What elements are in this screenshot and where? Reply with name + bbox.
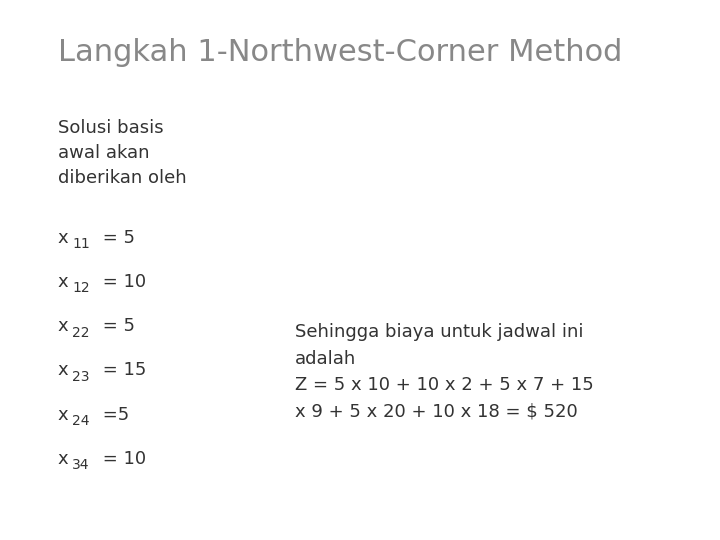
Text: 24: 24 bbox=[72, 414, 89, 428]
Text: x: x bbox=[58, 406, 68, 424]
Text: Langkah 1-Northwest-Corner Method: Langkah 1-Northwest-Corner Method bbox=[58, 38, 622, 67]
Text: x: x bbox=[58, 450, 68, 468]
Text: = 15: = 15 bbox=[97, 361, 147, 380]
Text: 34: 34 bbox=[72, 458, 89, 472]
Text: = 10: = 10 bbox=[97, 450, 146, 468]
Text: 12: 12 bbox=[72, 281, 89, 295]
Text: Solusi basis
awal akan
diberikan oleh: Solusi basis awal akan diberikan oleh bbox=[58, 119, 186, 187]
Text: =5: =5 bbox=[97, 406, 130, 424]
Text: Sehingga biaya untuk jadwal ini
adalah
Z = 5 x 10 + 10 x 2 + 5 x 7 + 15
x 9 + 5 : Sehingga biaya untuk jadwal ini adalah Z… bbox=[295, 323, 594, 421]
Text: x: x bbox=[58, 228, 68, 247]
Text: = 10: = 10 bbox=[97, 273, 146, 291]
Text: = 5: = 5 bbox=[97, 317, 135, 335]
FancyBboxPatch shape bbox=[0, 0, 720, 540]
Text: = 5: = 5 bbox=[97, 228, 135, 247]
Text: x: x bbox=[58, 361, 68, 380]
Text: 11: 11 bbox=[72, 237, 90, 251]
Text: 23: 23 bbox=[72, 370, 89, 384]
Text: x: x bbox=[58, 273, 68, 291]
Text: 22: 22 bbox=[72, 326, 89, 340]
Text: x: x bbox=[58, 317, 68, 335]
